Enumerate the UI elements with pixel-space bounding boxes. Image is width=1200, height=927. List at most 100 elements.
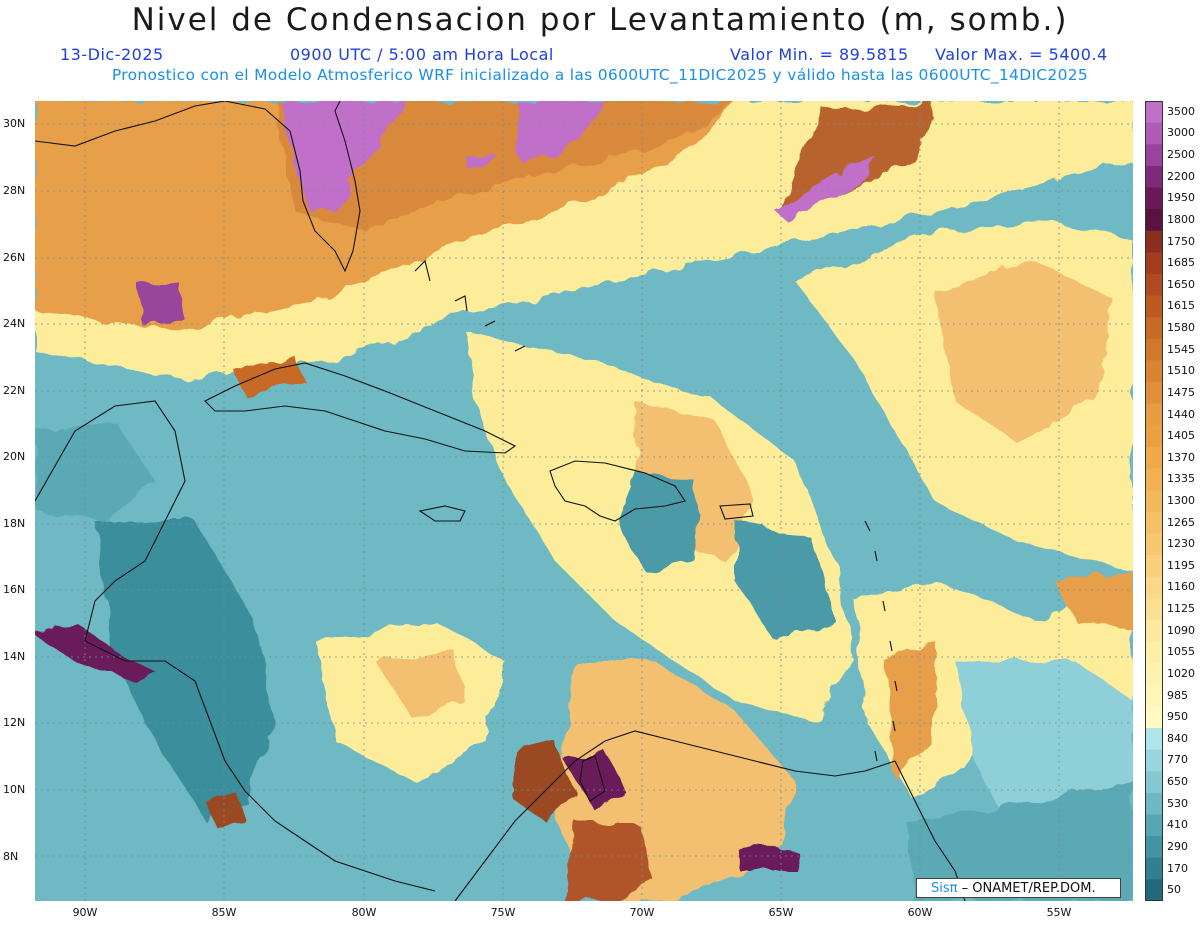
colorbar-label: 1475 (1167, 385, 1195, 399)
colorbar-swatch (1145, 684, 1163, 707)
colorbar-label: 530 (1167, 796, 1188, 810)
colorbar-label: 290 (1167, 839, 1188, 853)
patch-colombia-brown (515, 741, 575, 821)
colorbar-swatch (1145, 619, 1163, 643)
colorbar-label: 1685 (1167, 256, 1195, 270)
lat-label-14n: 14N (3, 650, 26, 663)
colorbar-label: 1510 (1167, 364, 1195, 378)
colorbar-label: 1055 (1167, 645, 1195, 659)
colorbar-label: 1090 (1167, 623, 1195, 637)
field-orange-east (935, 261, 1115, 441)
patch-gulf-purple (140, 283, 185, 323)
colorbar-label: 1750 (1167, 234, 1195, 248)
coastlines (35, 101, 966, 901)
colorbar-swatch (1145, 187, 1163, 210)
colorbar-swatch (1145, 533, 1163, 556)
lat-label-20n: 20N (3, 450, 26, 463)
lon-label-55w: 55W (1046, 906, 1072, 919)
colorbar-swatch (1145, 295, 1163, 318)
colorbar-swatch (1145, 360, 1163, 383)
field-teal-south (905, 781, 1133, 901)
colorbar-swatch (1145, 101, 1163, 124)
forecast-time: 0900 UTC / 5:00 am Hora Local (290, 45, 554, 64)
field-teal-yucatan (35, 421, 155, 521)
colorbar-label: 1545 (1167, 342, 1195, 356)
colorbar-swatch (1145, 728, 1163, 751)
colorbar-swatch (1145, 382, 1163, 405)
lat-label-10n: 10N (3, 783, 26, 796)
grid (35, 101, 1133, 901)
colorbar-swatch (1145, 144, 1163, 167)
credit-text: – ONAMET/REP.DOM. (961, 881, 1096, 896)
patch-guatemala-purple (35, 621, 155, 681)
colorbar-label: 840 (1167, 731, 1188, 745)
lat-label-30n: 30N (3, 117, 26, 130)
colorbar-label: 770 (1167, 753, 1188, 767)
patch-costarica-brown (205, 791, 245, 831)
patch-colombia-purple (565, 751, 625, 811)
field-orange-florida (275, 101, 735, 231)
colorbar-label: 1195 (1167, 558, 1195, 572)
map-title: Nivel de Condensacion por Levantamiento … (131, 2, 1069, 38)
colorbar-label: 3000 (1167, 126, 1195, 140)
colorbar-label: 170 (1167, 861, 1188, 875)
colorbar-label: 1230 (1167, 537, 1195, 551)
lon-label-70w: 70W (629, 906, 655, 919)
colorbar-swatch (1145, 749, 1163, 772)
patch-venezuela-purple (735, 846, 797, 871)
colorbar-swatch (1145, 446, 1163, 470)
colorbar-swatch (1145, 879, 1163, 901)
colorbar-label: 2500 (1167, 148, 1195, 162)
lat-label-8n: 8N (3, 850, 19, 863)
colorbar-label: 1160 (1167, 580, 1195, 594)
colorbar-swatch (1145, 836, 1163, 859)
lat-label-26n: 26N (3, 251, 26, 264)
lat-label-18n: 18N (3, 517, 26, 530)
colorbar-label: 3500 (1167, 104, 1195, 118)
colorbar-swatch (1145, 165, 1163, 188)
colorbar-label: 1370 (1167, 450, 1195, 464)
patch-colombia-orange (565, 821, 655, 901)
colorbar-label: 1800 (1167, 212, 1195, 226)
colorbar-label: 650 (1167, 775, 1188, 789)
field-teal-centralamerica (95, 521, 275, 821)
field-orange-ne (780, 101, 935, 211)
colorbar-swatch (1145, 555, 1163, 578)
colorbar-swatch (1145, 338, 1163, 361)
colorbar-frame (1145, 101, 1163, 901)
forecast-date: 13-Dic-2025 (60, 45, 164, 64)
colorbar-label: 50 (1167, 883, 1181, 897)
max-value: Valor Max. = 5400.4 (935, 45, 1108, 64)
colorbar-label: 1950 (1167, 191, 1195, 205)
colorbar-label: 1440 (1167, 407, 1195, 421)
patch-ne-purple (775, 156, 875, 219)
lon-label-90w: 90W (72, 906, 98, 919)
lcl-map (35, 101, 1133, 901)
field-teal-hispaniola (615, 471, 695, 571)
colorbar-label: 1405 (1167, 429, 1195, 443)
field-orange-antilles (885, 641, 935, 781)
colorbar-swatch (1145, 273, 1163, 297)
colorbar-swatch (1145, 792, 1163, 816)
colorbar-swatch (1145, 641, 1163, 664)
colorbar-swatch (1145, 317, 1163, 340)
lat-label-22n: 22N (3, 384, 26, 397)
lat-label-28n: 28N (3, 184, 26, 197)
lon-label-75w: 75W (490, 906, 516, 919)
credit-box: Sisπ – ONAMET/REP.DOM. (916, 878, 1121, 898)
colorbar-swatch (1145, 122, 1163, 145)
lat-label-12n: 12N (3, 716, 26, 729)
colorbar-swatch (1145, 814, 1163, 837)
lon-label-60w: 60W (907, 906, 933, 919)
colorbar-swatch (1145, 706, 1163, 729)
colorbar-label: 1580 (1167, 321, 1195, 335)
model-description: Pronostico con el Modelo Atmosferico WRF… (111, 66, 1089, 84)
colorbar-label: 1300 (1167, 494, 1195, 507)
colorbar-swatch (1145, 663, 1163, 686)
patch-florida-purple (280, 101, 405, 211)
colorbar-label: 950 (1167, 710, 1188, 724)
field-teal-pr (735, 521, 835, 641)
colorbar-label: 1335 (1167, 472, 1195, 486)
colorbar-swatch (1145, 425, 1163, 448)
colorbar-swatch (1145, 230, 1163, 253)
